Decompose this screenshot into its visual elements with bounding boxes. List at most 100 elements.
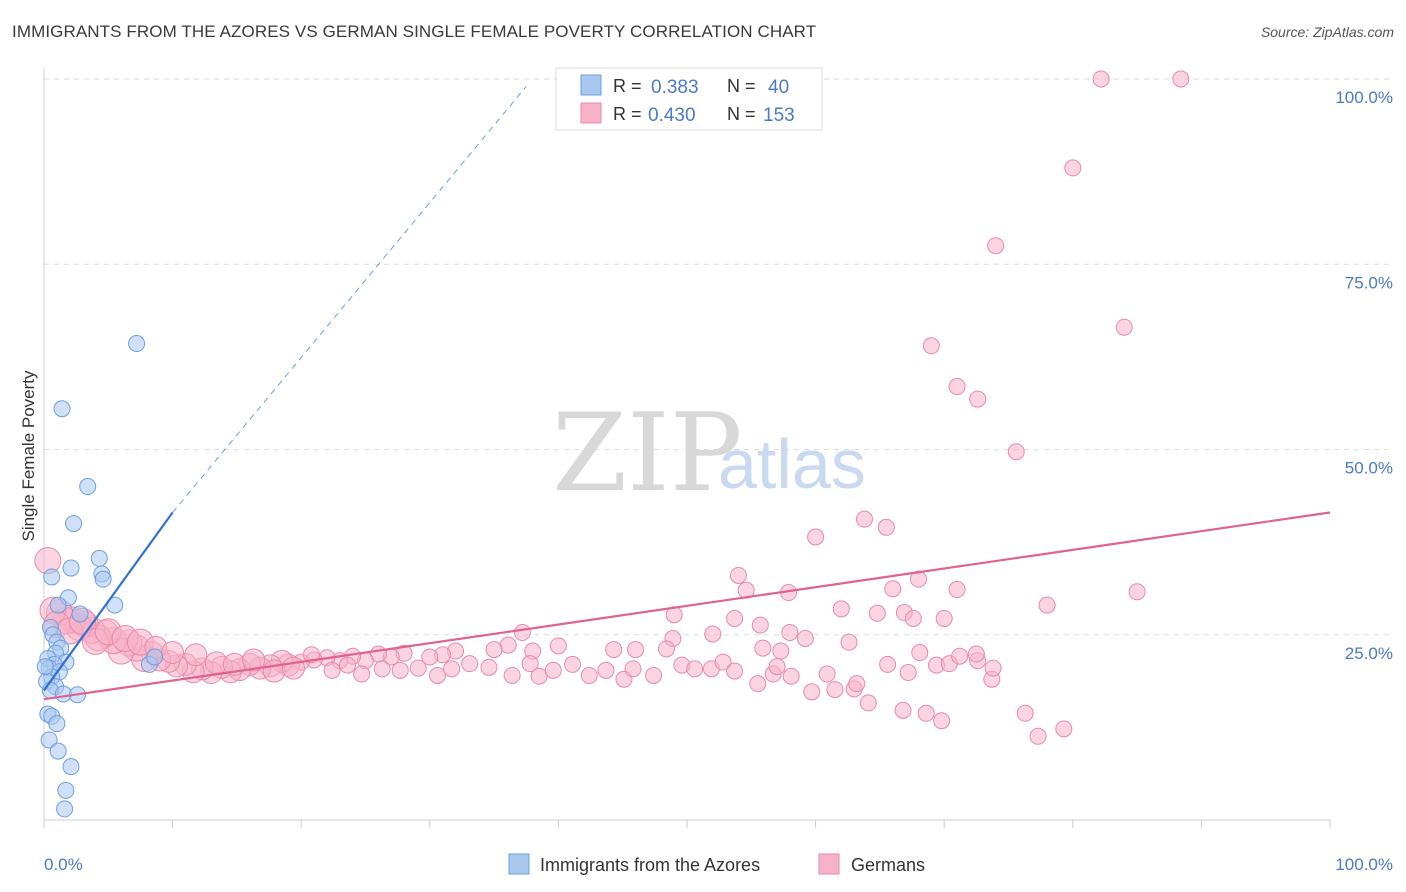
grid-layer (44, 78, 1394, 636)
stats-swatch-blue (580, 74, 602, 96)
legend-label-germans: Germans (851, 855, 925, 875)
germans-point (879, 655, 897, 673)
stats-n-label-1: N = (727, 76, 756, 96)
stats-n-value-2: 153 (763, 105, 795, 126)
azores-point (36, 658, 54, 676)
germans-point (1092, 70, 1110, 88)
germans-point (933, 712, 951, 730)
y-tick-label: 100.0% (1335, 88, 1393, 107)
stats-r-value-2: 0.430 (648, 105, 696, 126)
legend: Immigrants from the Azores Germans (508, 853, 925, 875)
germans-point (935, 609, 953, 627)
germans-point (1055, 720, 1073, 738)
azores-point (62, 758, 80, 776)
germans-point (948, 581, 966, 599)
germans-point (338, 656, 356, 674)
germans-point (803, 683, 821, 701)
germans-point (597, 661, 615, 679)
germans-point (443, 660, 461, 678)
azores-point (53, 400, 71, 418)
germans-point (513, 624, 531, 642)
germans-point (1007, 443, 1025, 461)
germans-point (262, 659, 286, 683)
germans-point (754, 639, 772, 657)
x-tick-label: 100.0% (1335, 855, 1393, 874)
azores-point (62, 559, 80, 577)
germans-point (749, 675, 767, 693)
germans-point (657, 640, 675, 658)
germans-point (161, 641, 185, 665)
germans-point (894, 701, 912, 719)
germans-point (984, 659, 1002, 677)
germans-point (987, 237, 1005, 255)
germans-point (832, 600, 850, 618)
germans-point (184, 643, 208, 667)
watermark-atlas: atlas (718, 425, 866, 503)
chart-title: IMMIGRANTS FROM THE AZORES VS GERMAN SIN… (12, 22, 817, 41)
azores-point (146, 648, 164, 666)
trend-layer (43, 86, 1331, 701)
germans-point (969, 390, 987, 408)
azores-point (49, 742, 67, 760)
azores-point (40, 731, 58, 749)
germans-point (429, 667, 447, 685)
germans-point (948, 378, 966, 396)
germans-point (1115, 318, 1133, 336)
germans-point (605, 641, 623, 659)
germans-point (627, 641, 645, 659)
germans-point (826, 681, 844, 699)
germans-point (580, 667, 598, 685)
germans-point (967, 645, 985, 663)
azores-point (79, 478, 97, 496)
chart-source: Source: ZipAtlas.com (1260, 24, 1394, 40)
germans-point (904, 609, 922, 627)
germans-point (521, 655, 539, 673)
azores-point (57, 781, 75, 799)
germans-point (1128, 583, 1146, 601)
germans-point (807, 528, 825, 546)
y-tick-label: 50.0% (1345, 459, 1393, 478)
germans-point (917, 704, 935, 722)
germans-point (549, 637, 567, 655)
germans-point (726, 609, 744, 627)
y-axis-label: Single Female Poverty (19, 370, 38, 542)
germans-point (796, 629, 814, 647)
germans-point (1029, 727, 1047, 745)
germans-point (729, 566, 747, 584)
germans-point (373, 660, 391, 678)
germans-point (877, 518, 895, 536)
germans-point (726, 662, 744, 680)
stats-n-label-2: N = (727, 104, 756, 124)
stats-swatch-pink (580, 102, 602, 124)
germans-point (884, 580, 902, 598)
germans-point (242, 648, 266, 672)
germans-point (704, 625, 722, 643)
stats-r-value-1: 0.383 (651, 77, 699, 98)
germans-point (686, 660, 704, 678)
germans-point (503, 667, 521, 685)
germans-point (782, 667, 800, 685)
azores-point (71, 605, 89, 623)
tick-labels: 25.0% 50.0% 75.0% 100.0% 0.0% 100.0% (44, 88, 1393, 874)
germans-point (951, 647, 969, 665)
azores-trendline (43, 511, 174, 691)
germans-point (391, 661, 409, 679)
germans-point (818, 665, 836, 683)
azores-point (128, 335, 146, 353)
germans-point (751, 616, 769, 634)
stats-r-label-1: R = (613, 76, 642, 96)
germans-point (480, 658, 498, 676)
azores-trendline-extension (172, 86, 527, 513)
germans-point (544, 661, 562, 679)
germans-point (840, 633, 858, 651)
germans-point (859, 694, 877, 712)
azores-point (48, 715, 66, 733)
germans-trendline (43, 511, 1331, 701)
stats-n-value-1: 40 (768, 77, 789, 98)
x-tick-marks (43, 820, 1331, 828)
germans-point (899, 664, 917, 682)
germans-point (1172, 70, 1190, 88)
germans-point (530, 667, 548, 685)
azores-point (94, 570, 112, 588)
